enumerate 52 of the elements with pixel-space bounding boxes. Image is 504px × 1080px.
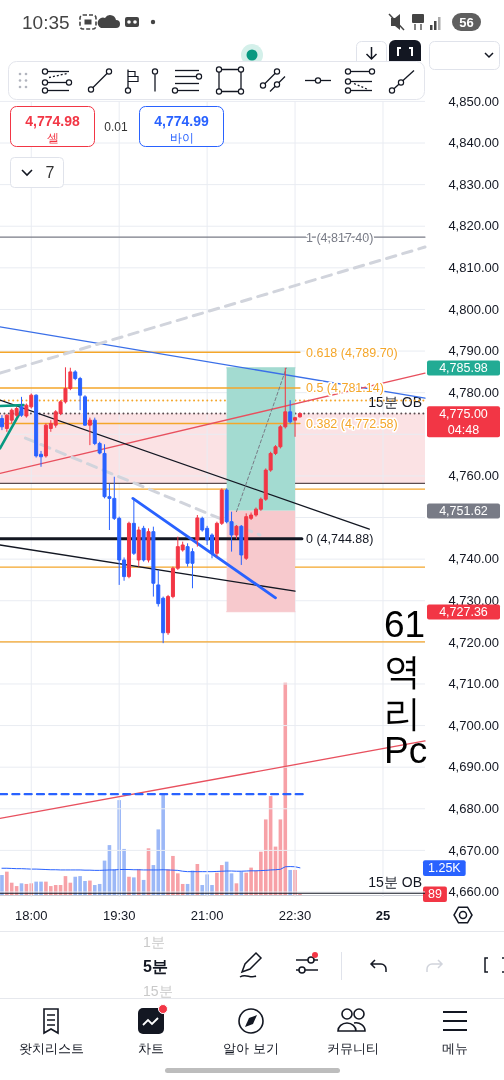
series-label: 0.618 (4,789.70) [306, 345, 398, 360]
text: 5분 [143, 958, 168, 975]
y-tick-label: 4,710.00 [448, 676, 499, 692]
text: 4,785.98 [439, 361, 488, 376]
text: 알아 보기 [223, 1041, 279, 1056]
x-tick-label: 18:00 [14, 908, 48, 923]
text: 왓치리스트 [18, 1041, 84, 1056]
y-tick-label: 4,800.00 [448, 301, 499, 317]
text: 4,775.00 [439, 406, 488, 421]
annotation: 리 [384, 693, 421, 734]
y-tick-label: 4,810.00 [448, 260, 499, 276]
y-tick-label: 4,780.00 [448, 384, 499, 400]
text: 4,751.62 [439, 504, 488, 519]
annotation: 역 [384, 651, 421, 692]
text: 커뮤니티 [327, 1041, 379, 1056]
y-tick-label: 4,680.00 [448, 800, 499, 816]
text: 56 [459, 15, 474, 30]
y-tick-label: 4,700.00 [448, 717, 499, 733]
annotation: 4,774.98 [25, 113, 80, 129]
text: 04:48 [447, 422, 480, 437]
y-tick-label: 4,840.00 [448, 135, 499, 151]
annotation: 셀 [46, 131, 59, 145]
y-tick-label: 4,740.00 [448, 551, 499, 567]
annotation: 61 [384, 604, 426, 645]
annotation: 4,774.99 [154, 113, 209, 129]
text: 10:35 [22, 12, 70, 33]
y-tick-label: 4,690.00 [448, 759, 499, 775]
text: 메뉴 [442, 1041, 468, 1056]
y-tick-label: 4,830.00 [448, 176, 499, 192]
band-label: 15분 OB [368, 394, 422, 411]
x-tick-label: 19:30 [102, 908, 136, 923]
y-tick-label: 4,820.00 [448, 218, 499, 234]
y-tick-label: 4,730.00 [448, 592, 499, 608]
annotation: 0.01 [104, 120, 128, 134]
x-tick-label: 25 [375, 908, 391, 923]
y-tick-label: 4,760.00 [448, 468, 499, 484]
y-tick-label: 4,720.00 [448, 634, 499, 650]
text: 4,727.36 [439, 605, 488, 620]
x-tick-label: 21:00 [190, 908, 224, 923]
annotation: 바이 [169, 131, 194, 145]
y-tick-label: 4,670.00 [448, 842, 499, 858]
y-tick-label: 4,660.00 [448, 884, 499, 900]
y-tick-label: 4,850.00 [448, 93, 499, 109]
annotation: 7 [45, 164, 55, 181]
x-tick-label: 22:30 [278, 908, 312, 923]
series-label: 0 (4,744.88) [306, 532, 374, 547]
text: 89 [428, 887, 442, 902]
text: 차트 [138, 1041, 164, 1056]
series-label: 0.382 (4,772.58) [306, 417, 398, 432]
y-tick-label: 4,790.00 [448, 343, 499, 359]
text: 1.25K [428, 861, 462, 876]
ref-line-label: 15분 OB [368, 874, 422, 891]
